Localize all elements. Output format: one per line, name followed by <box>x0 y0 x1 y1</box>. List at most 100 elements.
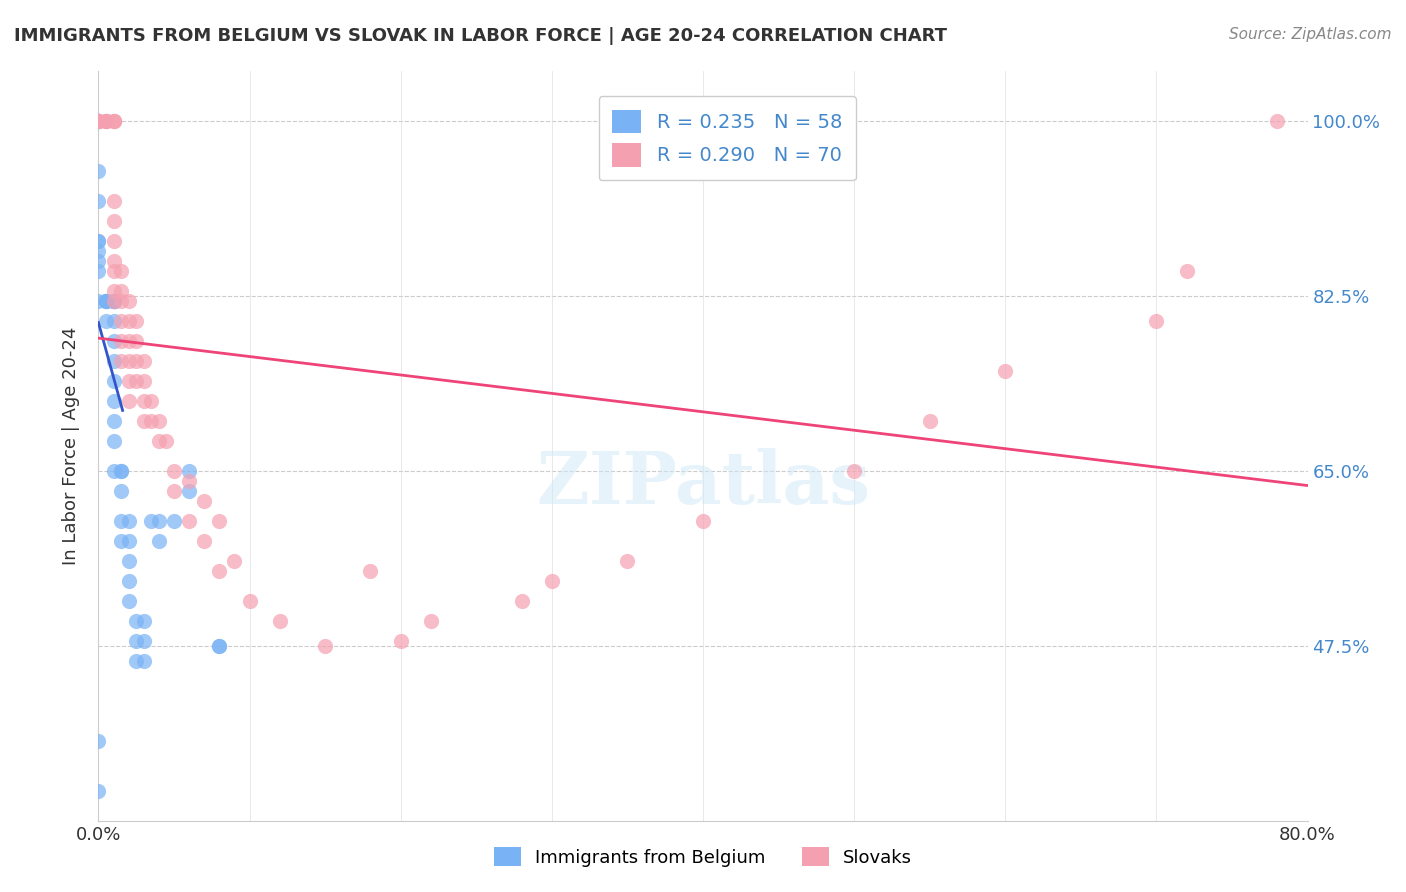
Point <box>844 464 866 478</box>
Point <box>87 114 110 128</box>
Point <box>110 294 132 309</box>
Point <box>103 294 125 309</box>
Point <box>179 474 201 488</box>
Point <box>103 294 125 309</box>
Text: Source: ZipAtlas.com: Source: ZipAtlas.com <box>1229 27 1392 42</box>
Point <box>125 633 148 648</box>
Point <box>132 633 155 648</box>
Point <box>110 533 132 548</box>
Point <box>103 254 125 268</box>
Point <box>103 314 125 328</box>
Point <box>118 334 141 348</box>
Point <box>269 614 291 628</box>
Point <box>118 514 141 528</box>
Point <box>125 314 148 328</box>
Point <box>163 514 186 528</box>
Point <box>208 514 231 528</box>
Point <box>118 314 141 328</box>
Point <box>103 294 125 309</box>
Point <box>239 594 262 608</box>
Point <box>118 394 141 409</box>
Point <box>103 114 125 128</box>
Point <box>132 374 155 388</box>
Point <box>94 114 117 128</box>
Point <box>163 464 186 478</box>
Point <box>540 574 562 588</box>
Y-axis label: In Labor Force | Age 20-24: In Labor Force | Age 20-24 <box>62 326 80 566</box>
Point <box>125 654 148 668</box>
Point <box>103 294 125 309</box>
Point <box>87 114 110 128</box>
Point <box>94 294 117 309</box>
Point <box>110 334 132 348</box>
Point <box>103 334 125 348</box>
Point <box>110 284 132 298</box>
Point <box>103 294 125 309</box>
Point <box>103 284 125 298</box>
Point <box>110 483 132 498</box>
Point <box>118 594 141 608</box>
Point <box>103 394 125 409</box>
Legend: R = 0.235   N = 58, R = 0.290   N = 70: R = 0.235 N = 58, R = 0.290 N = 70 <box>599 96 856 180</box>
Point <box>87 234 110 248</box>
Point <box>103 294 125 309</box>
Point <box>148 414 170 428</box>
Point <box>87 114 110 128</box>
Point <box>87 194 110 209</box>
Point <box>314 639 336 653</box>
Point <box>148 434 170 448</box>
Point <box>103 114 125 128</box>
Point <box>420 614 443 628</box>
Point <box>87 114 110 128</box>
Point <box>110 314 132 328</box>
Point <box>389 633 412 648</box>
Point <box>87 114 110 128</box>
Point <box>208 639 231 653</box>
Point <box>125 614 148 628</box>
Point <box>132 614 155 628</box>
Point <box>132 654 155 668</box>
Point <box>118 554 141 568</box>
Point <box>87 254 110 268</box>
Point <box>87 114 110 128</box>
Point <box>208 564 231 578</box>
Point <box>103 354 125 368</box>
Point <box>118 533 141 548</box>
Point <box>118 374 141 388</box>
Point <box>125 374 148 388</box>
Point <box>94 114 117 128</box>
Point <box>118 354 141 368</box>
Point <box>103 464 125 478</box>
Point <box>103 114 125 128</box>
Point <box>103 234 125 248</box>
Point <box>118 574 141 588</box>
Point <box>994 364 1017 378</box>
Point <box>87 114 110 128</box>
Point <box>224 554 246 568</box>
Point <box>692 514 714 528</box>
Point <box>94 294 117 309</box>
Point <box>110 264 132 278</box>
Point <box>87 264 110 278</box>
Point <box>125 334 148 348</box>
Point <box>132 414 155 428</box>
Point <box>87 114 110 128</box>
Point <box>94 114 117 128</box>
Point <box>87 294 110 309</box>
Point <box>141 394 163 409</box>
Point <box>87 244 110 259</box>
Point <box>155 434 177 448</box>
Point <box>179 514 201 528</box>
Point <box>118 294 141 309</box>
Legend: Immigrants from Belgium, Slovaks: Immigrants from Belgium, Slovaks <box>486 840 920 874</box>
Point <box>87 733 110 747</box>
Point <box>193 494 215 508</box>
Point <box>616 554 638 568</box>
Point <box>110 514 132 528</box>
Point <box>141 414 163 428</box>
Point <box>148 514 170 528</box>
Point <box>918 414 941 428</box>
Point <box>179 464 201 478</box>
Point <box>87 114 110 128</box>
Point <box>179 483 201 498</box>
